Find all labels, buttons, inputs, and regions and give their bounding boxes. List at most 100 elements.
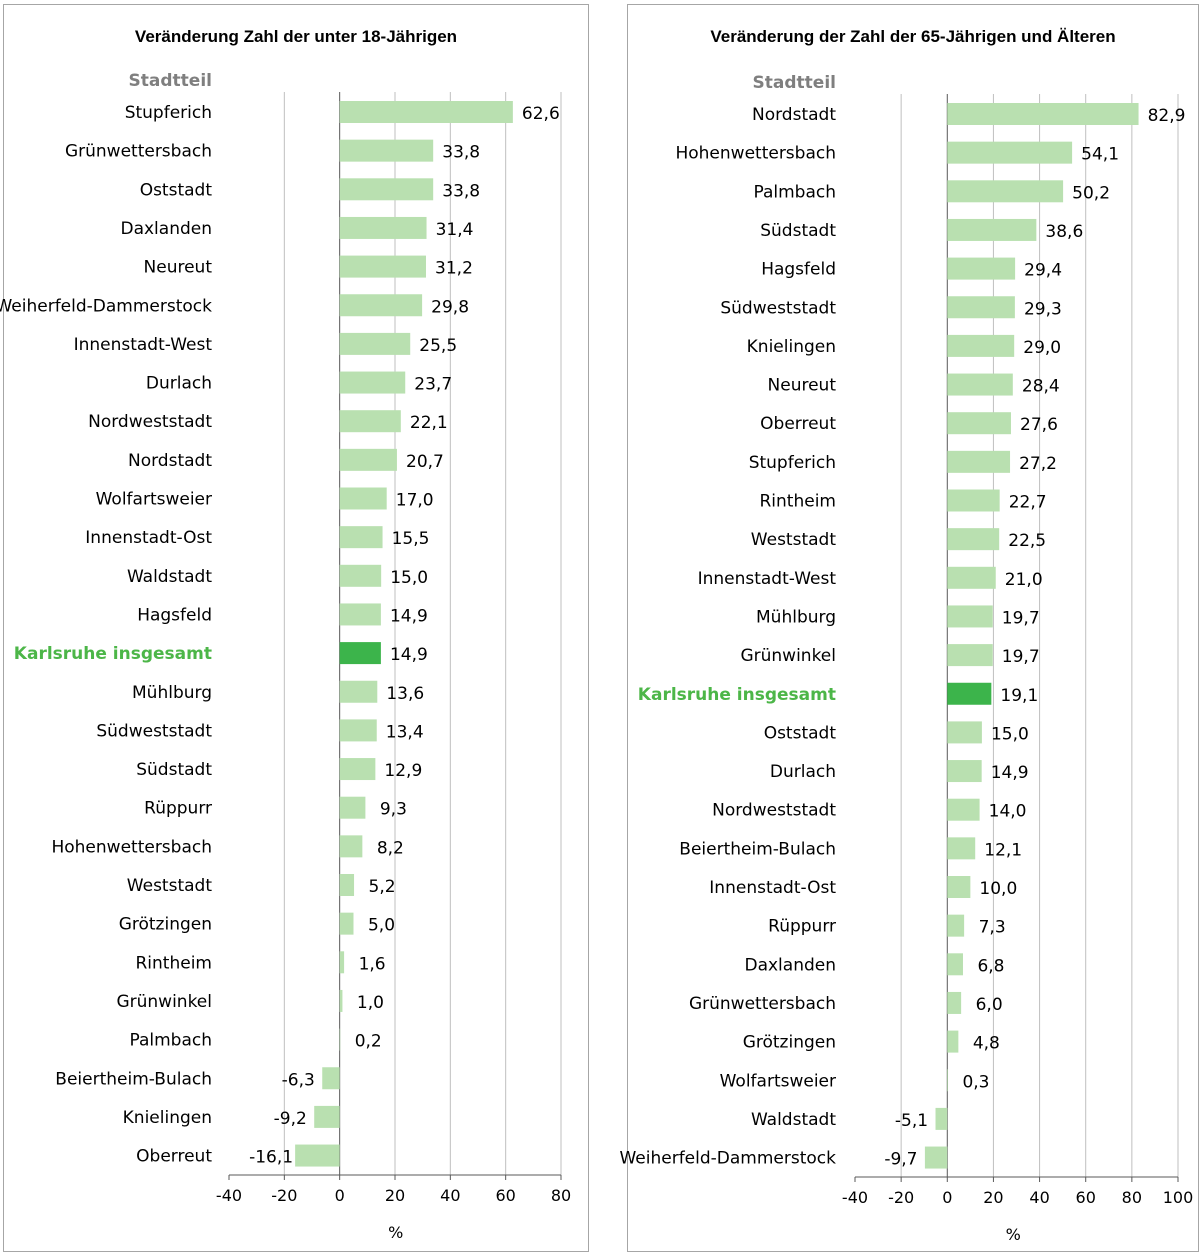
category-label: Waldstadt [127, 567, 212, 587]
total-bar [339, 642, 381, 665]
category-label: Beiertheim-Bulach [679, 839, 836, 859]
x-tick-label: 100 [1163, 1188, 1194, 1207]
bar [339, 139, 434, 162]
category-header: Stadtteil [753, 73, 836, 93]
category-label: Südweststadt [96, 721, 212, 741]
x-axis-label: % [1006, 1225, 1021, 1244]
bar [339, 371, 406, 394]
category-label: Neureut [144, 258, 213, 278]
category-label: Nordweststadt [88, 412, 212, 432]
value-label: 0,3 [962, 1072, 989, 1092]
category-label: Rintheim [136, 953, 213, 973]
bar [947, 489, 1000, 512]
bar [339, 487, 387, 510]
value-label: 62,6 [522, 104, 560, 124]
bar [947, 644, 993, 667]
category-label: Oberreut [760, 414, 836, 434]
bar [339, 410, 401, 433]
category-label: Daxlanden [744, 955, 836, 975]
category-label: Südstadt [760, 221, 836, 241]
bar [947, 876, 971, 898]
category-label: Rüppurr [144, 799, 212, 819]
category-label: Karlsruhe insgesamt [14, 644, 212, 664]
value-label: 14,9 [390, 606, 428, 626]
bar [935, 1107, 948, 1130]
bar [947, 141, 1073, 164]
bar [322, 1067, 340, 1090]
bar [339, 255, 426, 278]
value-label: 19,7 [1002, 608, 1040, 628]
category-label: Daxlanden [120, 219, 212, 239]
value-label: 6,8 [977, 956, 1004, 976]
value-label: 29,3 [1024, 299, 1062, 319]
value-label: 17,0 [396, 491, 434, 511]
category-label: Mühlburg [132, 683, 212, 703]
value-label: 15,5 [392, 529, 430, 549]
category-label: Oststadt [140, 180, 213, 200]
bar [339, 332, 411, 355]
category-label: Mühlburg [756, 607, 836, 627]
bar [339, 1028, 341, 1051]
chart-title: Veränderung der Zahl der 65-Jährigen und… [710, 27, 1116, 46]
chart-title: Veränderung Zahl der unter 18-Jährigen [134, 27, 458, 46]
category-label: Grünwettersbach [65, 142, 212, 162]
value-label: 25,5 [419, 336, 457, 356]
x-tick-label: -20 [271, 1186, 297, 1205]
value-label: 27,6 [1020, 415, 1058, 435]
x-tick-label: -40 [216, 1186, 242, 1205]
bar [947, 373, 1013, 396]
bar [339, 758, 376, 781]
category-label: Grötzingen [743, 1033, 836, 1053]
value-label: 29,4 [1024, 261, 1062, 281]
value-label: 15,0 [991, 724, 1029, 744]
x-axis-label: % [388, 1223, 403, 1242]
value-label: 29,8 [431, 297, 469, 317]
value-label: 22,7 [1009, 493, 1047, 513]
category-label: Innenstadt-Ost [85, 528, 212, 548]
category-label: Grötzingen [119, 915, 212, 935]
value-label: -9,7 [884, 1150, 917, 1170]
category-label: Hagsfeld [137, 605, 212, 625]
value-label: 21,0 [1005, 570, 1043, 590]
bar [947, 837, 976, 860]
bar [339, 294, 423, 317]
bar [339, 874, 355, 896]
category-label: Grünwinkel [116, 992, 212, 1012]
category-label: Südstadt [136, 760, 212, 780]
value-label: 13,4 [386, 722, 424, 742]
value-label: 12,1 [984, 840, 1022, 860]
value-label: 23,7 [414, 375, 452, 395]
bar [339, 448, 397, 471]
value-label: 5,0 [368, 916, 395, 936]
value-label: 28,4 [1022, 377, 1060, 397]
x-tick-label: -20 [888, 1188, 914, 1207]
x-tick-label: -40 [842, 1188, 868, 1207]
bar [947, 296, 1015, 319]
value-label: 1,0 [357, 993, 384, 1013]
category-label: Knielingen [747, 337, 836, 357]
category-label: Beiertheim-Bulach [55, 1069, 212, 1089]
category-label: Weiherfeld-Dammerstock [619, 1149, 836, 1169]
bar [947, 991, 962, 1014]
category-label: Innenstadt-West [74, 335, 213, 355]
bar [947, 450, 1011, 473]
x-tick-label: 40 [1029, 1188, 1049, 1207]
category-label: Nordweststadt [712, 801, 836, 821]
category-label: Rüppurr [768, 917, 836, 937]
category-header: Stadtteil [129, 71, 212, 91]
bar [947, 1030, 959, 1053]
value-label: 14,9 [390, 645, 428, 665]
bar [339, 796, 366, 819]
bar [295, 1144, 340, 1167]
bar [947, 798, 980, 821]
bar [947, 1069, 948, 1092]
value-label: 19,7 [1002, 647, 1040, 667]
value-label: 6,0 [976, 995, 1003, 1015]
bar [339, 526, 383, 549]
category-label: Hagsfeld [761, 260, 836, 280]
bar [339, 912, 354, 935]
x-tick-label: 20 [983, 1188, 1003, 1207]
bar [339, 564, 382, 587]
category-label: Durlach [146, 374, 212, 394]
category-label: Innenstadt-Ost [709, 878, 836, 898]
